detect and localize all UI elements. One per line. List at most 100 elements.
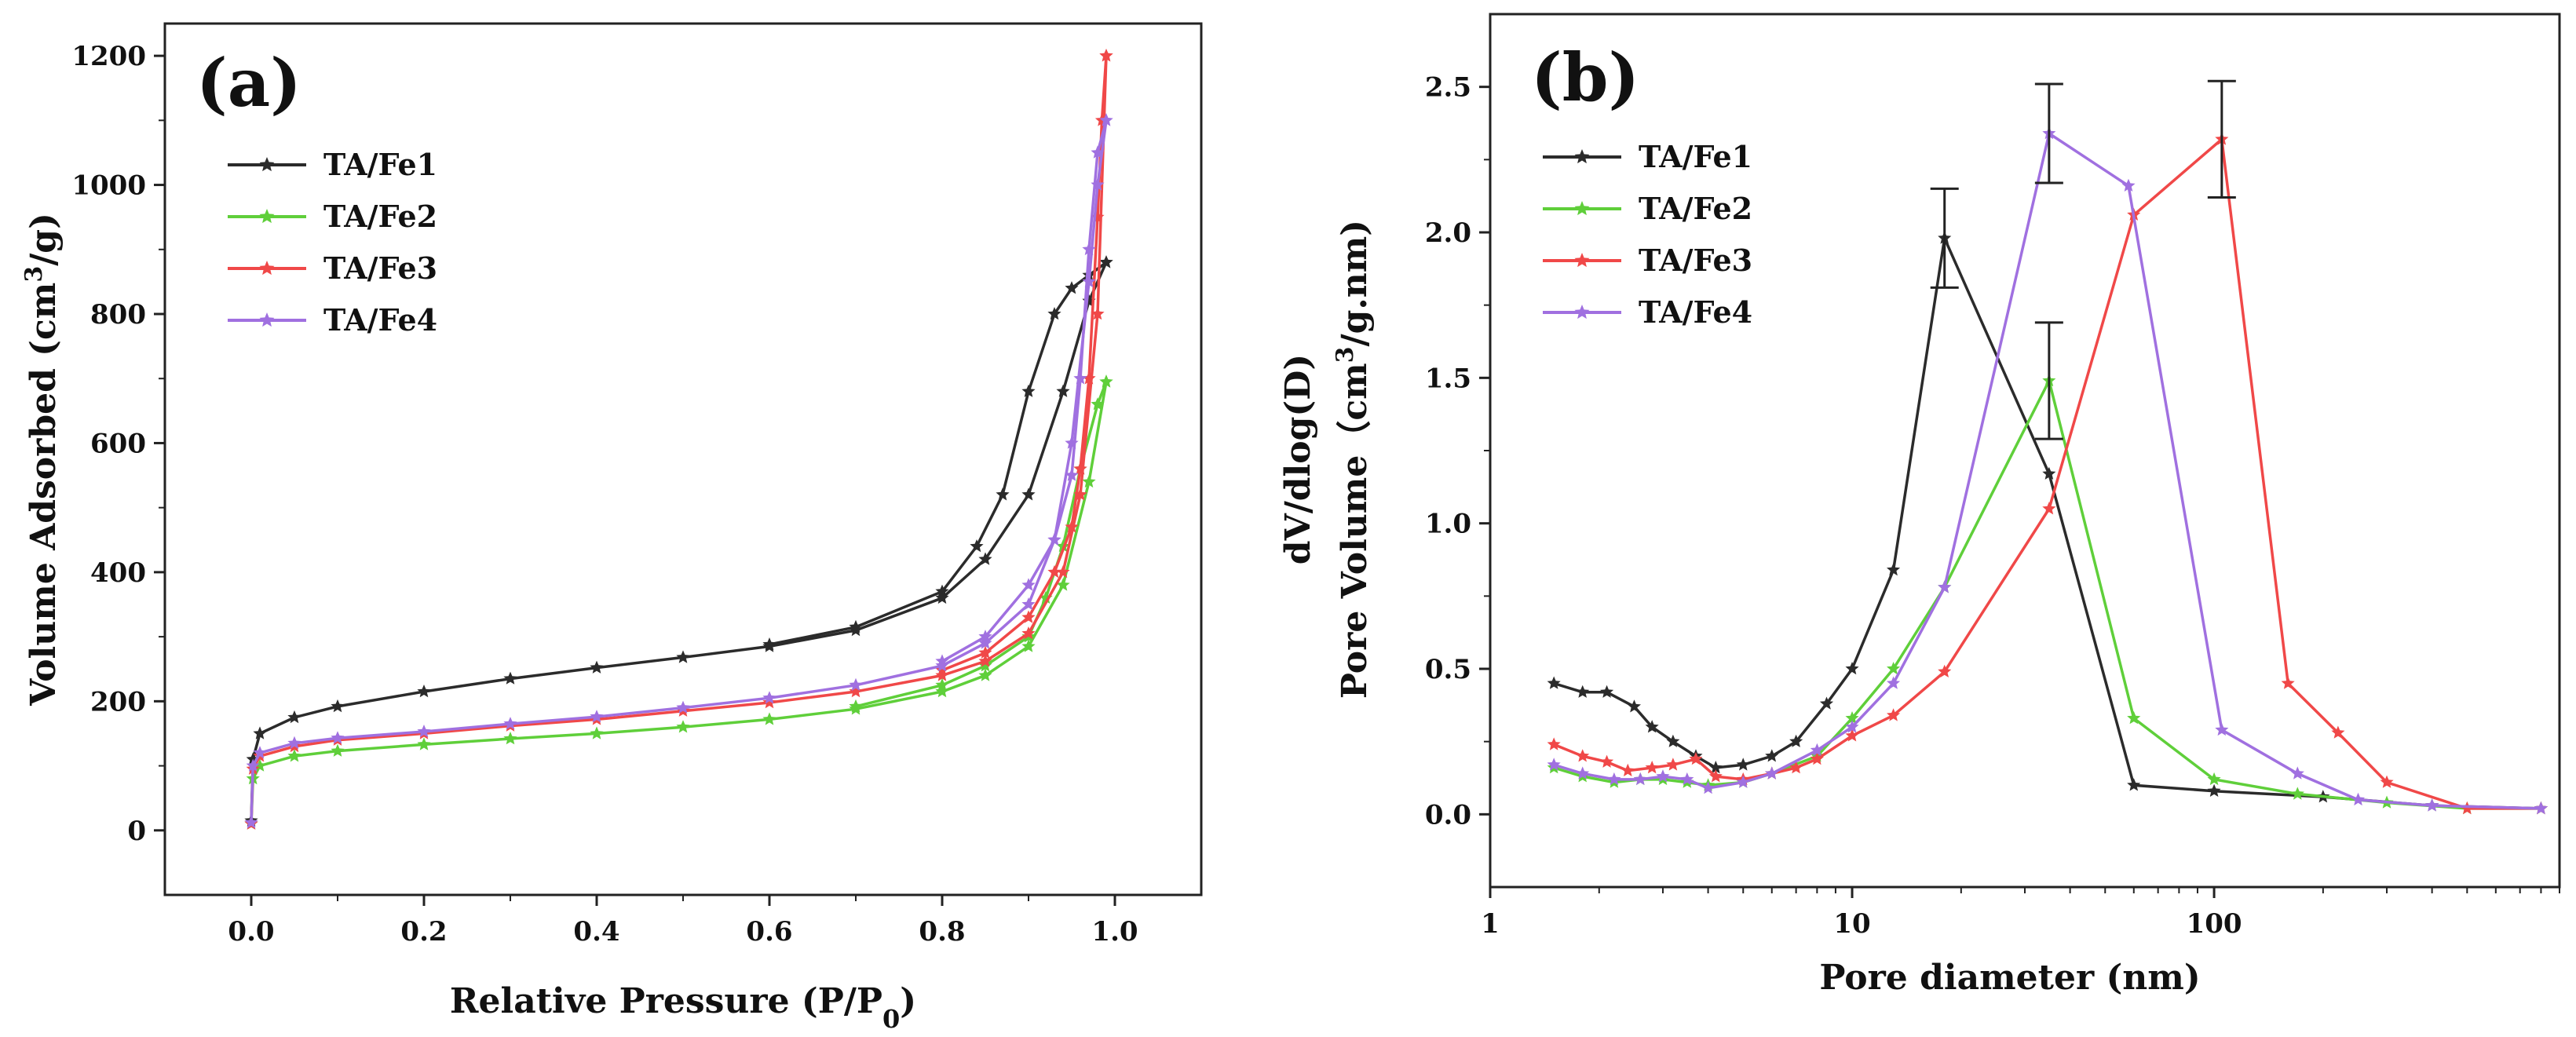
panel-a-x-tick-label: 1.0 — [1091, 916, 1138, 948]
series-ta-fe3-point — [1021, 626, 1036, 640]
series-ta-fe4-point — [1887, 676, 1901, 689]
legend-item-ta-fe4: TA/Fe4 — [228, 302, 437, 338]
series-ta-fe4-point — [253, 746, 267, 759]
series-ta-fe1-point — [1765, 749, 1779, 762]
series-ta-fe4-point — [1021, 597, 1036, 611]
series-ta-fe1-point — [1666, 734, 1680, 747]
legend-item-ta-fe2: TA/Fe2 — [1543, 191, 1752, 226]
series-ta-fe1-point — [676, 650, 690, 663]
series-ta-fe3-point — [1073, 462, 1087, 475]
series-ta-fe4-point — [2290, 766, 2304, 780]
series-ta-fe2-point — [762, 712, 776, 725]
legend-swatch-marker — [259, 209, 275, 224]
panel-a-y-tick-label: 0 — [127, 816, 146, 847]
series-ta-fe3-point — [849, 685, 863, 698]
series-ta-fe4-point — [1082, 242, 1096, 256]
series-ta-fe2-point — [1099, 374, 1113, 388]
panel-a-y-tick-label: 800 — [90, 299, 146, 330]
series-ta-fe4-point — [978, 630, 992, 643]
series-ta-fe1-point — [1099, 255, 1113, 268]
series-ta-fe2-point — [849, 699, 863, 713]
series-ta-fe4-point — [2534, 801, 2548, 815]
series-ta-fe2-point — [978, 659, 992, 672]
series-ta-fe3-point — [1099, 49, 1113, 62]
series-ta-fe4-point — [1073, 371, 1087, 385]
series-ta-fe1-point — [978, 552, 992, 565]
series-ta-fe4-point — [1656, 769, 1670, 783]
series-ta-fe4-point — [1065, 468, 1079, 481]
series-ta-fe3-point — [935, 668, 949, 681]
panel-a-x-tick-label: 0.2 — [400, 916, 447, 948]
series-ta-fe4-point — [503, 717, 517, 730]
series-ta-fe4-point — [935, 659, 949, 672]
series-ta-fe1-point — [935, 584, 949, 597]
series-ta-fe3-point — [1576, 749, 1590, 762]
series-ta-fe4-point — [1576, 766, 1590, 780]
series-ta-fe4-point — [331, 731, 345, 744]
series-ta-fe4-point — [1845, 720, 1859, 733]
series-ta-fe2-point — [978, 668, 992, 681]
legend-label: TA/Fe4 — [323, 302, 437, 338]
series-ta-fe1-point — [590, 660, 604, 674]
legend-label: TA/Fe4 — [1639, 294, 1752, 330]
legend-item-ta-fe3: TA/Fe3 — [1543, 243, 1752, 278]
series-ta-fe2-point — [1039, 590, 1053, 604]
series-ta-fe3-point — [1810, 751, 1824, 765]
series-ta-fe1-point — [1819, 696, 1834, 710]
series-ta-fe2-point — [935, 685, 949, 698]
series-ta-fe1-point — [1645, 720, 1659, 733]
series-ta-fe3-point — [1708, 769, 1723, 783]
legend-item-ta-fe4: TA/Fe4 — [1543, 294, 1752, 330]
series-ta-fe1-point — [1065, 281, 1079, 294]
panel-a-series — [244, 49, 1113, 830]
legend-item-ta-fe3: TA/Fe3 — [228, 250, 437, 286]
series-ta-fe1-point — [1736, 758, 1750, 771]
series-ta-fe4-point — [590, 710, 604, 723]
series-ta-fe3-point — [1845, 728, 1859, 742]
series-ta-fe4-point — [1099, 113, 1113, 126]
series-ta-fe4-point — [1736, 775, 1750, 788]
series-ta-fe1-point — [331, 699, 345, 713]
panel-b-x-tick-label: 10 — [1833, 908, 1870, 940]
series-ta-fe3-point — [978, 645, 992, 659]
legend-label: TA/Fe1 — [1639, 139, 1752, 174]
panel-b-y-tick-label: 2.0 — [1425, 217, 1471, 249]
series-ta-fe4-point — [1091, 145, 1105, 159]
panel-b-y-axis-label-2: Pore Volume（cm3/g.nm) — [1332, 220, 1376, 699]
series-ta-fe4-point — [978, 636, 992, 649]
series-ta-fe4-point — [1047, 532, 1061, 546]
series-ta-fe2-point — [1021, 639, 1036, 652]
legend-item-ta-fe1: TA/Fe1 — [1543, 139, 1752, 174]
series-ta-fe1-point — [2207, 783, 2221, 797]
panel-a-x-tick-label: 0.6 — [746, 916, 792, 948]
series-ta-fe2-point — [2127, 711, 2141, 725]
series-ta-fe4-point — [1547, 758, 1561, 771]
panel-b-pore-distribution-chart: (b) 1 10 1000.00.51.01.52.02.5 TA/Fe1TA/Fe… — [1278, 13, 2561, 998]
series-ta-fe1-point — [2042, 466, 2056, 480]
series-ta-fe3-point — [1600, 754, 1614, 768]
series-ta-fe4-point — [1021, 578, 1036, 591]
legend-label: TA/Fe1 — [323, 147, 437, 182]
series-ta-fe1-point — [1627, 699, 1641, 713]
series-ta-fe4-point — [246, 758, 260, 772]
panel-a-legend: TA/Fe1 TA/Fe2 TA/Fe3 TA/Fe4 — [228, 147, 437, 338]
series-ta-fe4-point — [244, 815, 258, 829]
legend-label: TA/Fe3 — [323, 250, 437, 286]
series-ta-fe1-point — [1845, 662, 1859, 675]
series-ta-fe2-point — [1056, 539, 1070, 553]
series-ta-fe2-point — [503, 732, 517, 745]
series-ta-fe1-point — [1887, 563, 1901, 576]
series-ta-fe1-point — [1047, 307, 1061, 320]
panel-a-label: (a) — [196, 44, 301, 122]
series-ta-fe3-point — [1645, 761, 1659, 774]
series-ta-fe1-point — [935, 590, 949, 604]
legend-label: TA/Fe3 — [1639, 243, 1752, 278]
series-ta-fe4-point — [1938, 580, 1952, 593]
series-ta-fe3-point — [1789, 761, 1803, 774]
series-ta-fe3-point — [1689, 751, 1703, 765]
legend-item-ta-fe1: TA/Fe1 — [228, 147, 437, 182]
series-ta-fe1-point — [996, 487, 1010, 501]
series-ta-fe4 — [244, 113, 1113, 829]
legend-swatch-marker — [259, 261, 275, 276]
series-ta-fe4-point — [287, 736, 301, 750]
